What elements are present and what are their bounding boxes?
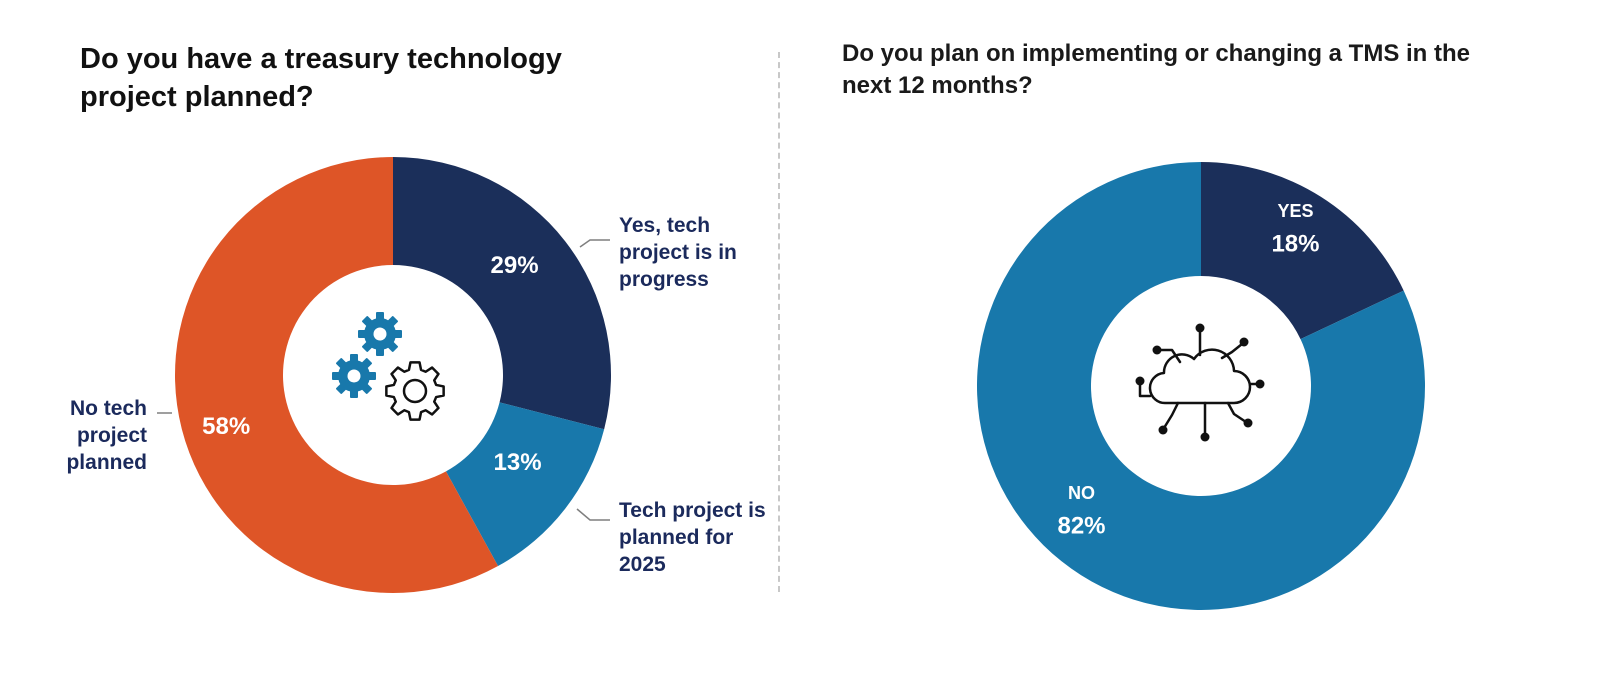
slice-category-0: YES bbox=[1277, 201, 1313, 221]
label-no-project: No tech project planned bbox=[66, 397, 147, 474]
donut-slice-0 bbox=[1201, 162, 1404, 340]
donut-chart-left: 29% 13% 58% bbox=[175, 156, 611, 594]
slice-category-1: NO bbox=[1068, 483, 1095, 503]
donut-slice-1 bbox=[445, 402, 605, 567]
leader-line-yes bbox=[579, 239, 610, 248]
slice-value-0: 29% bbox=[491, 252, 539, 279]
slice-value-0: 18% bbox=[1271, 230, 1319, 257]
slice-value-1: 82% bbox=[1057, 512, 1105, 539]
chart-title-right: Do you plan on implementing or changing … bbox=[842, 40, 1471, 99]
chart-title-left: Do you have a treasury technology projec… bbox=[80, 43, 562, 113]
gears-icon bbox=[332, 312, 445, 421]
slice-value-2: 58% bbox=[202, 413, 250, 440]
donut-chart-right: YES 18% NO 82% bbox=[977, 162, 1426, 610]
leader-line-planned bbox=[576, 508, 610, 521]
donut-slice-0 bbox=[393, 157, 611, 430]
divider bbox=[778, 52, 780, 592]
label-yes-in-progress: Yes, tech project is in progress bbox=[619, 214, 737, 291]
cloud-network-icon bbox=[1135, 323, 1265, 442]
slice-value-1: 13% bbox=[494, 449, 542, 476]
donut-slice-2 bbox=[175, 156, 499, 594]
donut-slice-1 bbox=[977, 162, 1426, 610]
label-planned-2025: Tech project is planned for 2025 bbox=[619, 499, 766, 576]
